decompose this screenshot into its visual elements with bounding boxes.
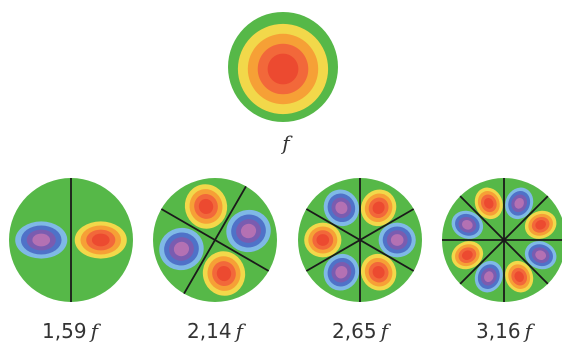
mode-316-lobe-7	[505, 260, 534, 293]
label-mode-214-symbol: f	[235, 319, 243, 343]
mode-316-lobe-1	[451, 241, 484, 270]
mode-316-lobe-7-band-3	[514, 271, 524, 283]
mode-214-nodal-line-1	[160, 208, 270, 272]
mode-316-lobe-6-band-3	[535, 250, 547, 260]
mode-316-lobe-4-band-3	[514, 197, 524, 209]
mode-265-lobe-5-band-3	[372, 265, 385, 279]
mode-214-lobe-3-band-3	[216, 265, 232, 282]
mode-265-lobe-4-band-3	[390, 234, 404, 246]
mode-316-disc	[442, 178, 562, 302]
mode-265-lobe-3	[360, 189, 397, 227]
mode-265-lobe-3-band-3	[372, 201, 385, 215]
label-mode-159: 1,59 f	[10, 321, 130, 341]
label-mode-316: 3,16 f	[444, 321, 562, 341]
mode-265-nodal-line-2	[305, 208, 415, 272]
mode-214-lobe-2-band-3	[240, 223, 257, 239]
mode-316-nodal-line-3	[459, 195, 549, 285]
mode-159-lobe-1	[74, 221, 127, 259]
mode-159-lobe-1-band-3	[91, 233, 110, 247]
mode-159-lobe-0	[15, 221, 68, 259]
mode-316-lobe-2	[451, 210, 484, 239]
mode-265-lobe-0-band-3	[335, 265, 348, 279]
mode-265-disc	[298, 178, 422, 302]
mode-214-lobe-1-band-3	[198, 198, 214, 215]
label-mode-316-number: 3,16	[476, 319, 521, 343]
fundamental-disc	[228, 12, 338, 122]
mode-214-disc	[153, 178, 277, 302]
label-mode-265-symbol: f	[380, 319, 388, 343]
label-mode-214: 2,14 f	[155, 321, 275, 341]
mode-316-lobe-5	[524, 210, 557, 239]
fundamental-ring-3	[267, 53, 299, 85]
mode-159-lobe-0-band-3	[32, 233, 51, 247]
mode-265-lobe-0	[323, 253, 360, 291]
label-fundamental: f	[226, 133, 346, 153]
mode-316-lobe-1-band-3	[461, 250, 473, 260]
mode-214-lobe-1	[184, 184, 228, 229]
mode-316-lobe-0	[474, 260, 503, 293]
mode-316-lobe-4	[505, 187, 534, 220]
mode-316-lobe-3	[474, 187, 503, 220]
mode-316-lobe-5-band-3	[535, 220, 547, 230]
mode-265-lobe-1	[304, 222, 342, 258]
label-mode-214-number: 2,14	[187, 319, 232, 343]
label-fundamental-symbol: f	[282, 131, 290, 155]
mode-214-lobe-3	[202, 251, 246, 296]
mode-214-lobe-0	[159, 227, 204, 271]
mode-265-lobe-2	[323, 189, 360, 227]
mode-159-disc	[9, 178, 133, 302]
mode-265-lobe-1-band-3	[316, 234, 330, 246]
mode-214-lobe-2	[226, 209, 271, 253]
mode-214-lobe-0-band-3	[173, 241, 190, 257]
label-mode-265: 2,65 f	[300, 321, 420, 341]
label-mode-316-symbol: f	[524, 319, 532, 343]
label-mode-265-number: 2,65	[332, 319, 377, 343]
mode-265-lobe-2-band-3	[335, 201, 348, 215]
label-mode-159-number: 1,59	[42, 319, 87, 343]
mode-316-lobe-2-band-3	[461, 220, 473, 230]
mode-316-lobe-0-band-3	[484, 271, 494, 283]
label-mode-159-symbol: f	[90, 319, 98, 343]
mode-265-lobe-5	[360, 253, 397, 291]
mode-316-lobe-3-band-3	[484, 197, 494, 209]
mode-316-lobe-6	[524, 241, 557, 270]
mode-265-lobe-4	[378, 222, 416, 258]
